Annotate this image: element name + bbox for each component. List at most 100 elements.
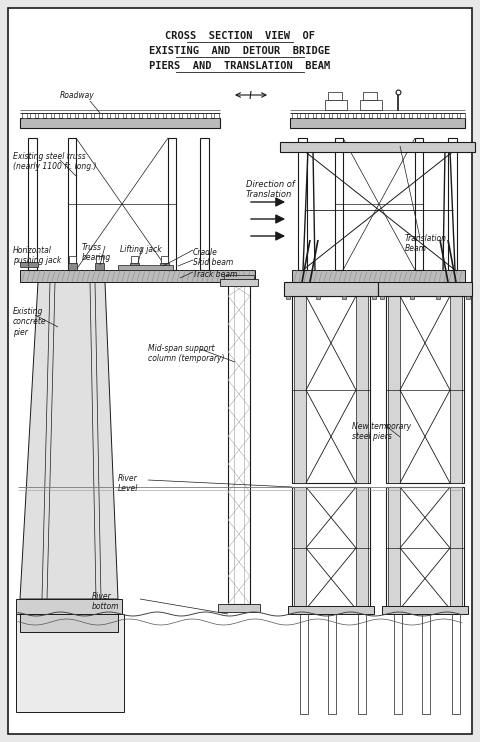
Polygon shape [20, 282, 118, 599]
Bar [228, 282, 250, 604]
Bar [300, 113, 305, 118]
Bar [298, 138, 307, 270]
Bar [452, 614, 460, 714]
Bar [94, 113, 99, 118]
Text: Existing steel truss
(nearly 1100 ft. long.): Existing steel truss (nearly 1100 ft. lo… [13, 152, 96, 171]
Bar [218, 604, 260, 612]
Bar [292, 113, 297, 118]
Text: New temporary
steel piers: New temporary steel piers [352, 422, 411, 441]
Bar [198, 113, 203, 118]
Text: Direction of
Translation: Direction of Translation [246, 180, 295, 200]
Text: PIERS  AND  TRANSLATION  BEAM: PIERS AND TRANSLATION BEAM [149, 61, 331, 71]
Bar [316, 296, 320, 299]
Bar [62, 113, 67, 118]
Text: Roadway: Roadway [60, 91, 95, 100]
Bar [224, 275, 254, 279]
Bar [324, 113, 329, 118]
Bar [356, 487, 368, 609]
Bar [118, 265, 173, 270]
Bar [316, 113, 321, 118]
Bar [360, 100, 382, 110]
Bar [70, 113, 75, 118]
Bar [325, 100, 347, 110]
Bar [382, 606, 468, 614]
Bar [160, 263, 169, 270]
Bar [308, 113, 313, 118]
Bar [396, 113, 401, 118]
Bar [220, 279, 258, 286]
Bar [335, 138, 343, 270]
Bar [332, 113, 337, 118]
Bar [386, 296, 464, 483]
Text: Track beam: Track beam [193, 270, 238, 279]
Text: Translation
Beam: Translation Beam [405, 234, 447, 254]
Bar [328, 92, 342, 100]
Bar [448, 138, 457, 270]
Bar [348, 113, 353, 118]
Text: Skid beam: Skid beam [193, 258, 233, 267]
Bar [30, 113, 35, 118]
Bar [422, 614, 430, 714]
Bar [292, 487, 370, 609]
Bar [96, 256, 103, 263]
Bar [404, 113, 409, 118]
Bar [68, 138, 76, 270]
Bar [372, 296, 376, 299]
Bar [214, 113, 219, 118]
Bar [110, 113, 115, 118]
Bar [38, 113, 43, 118]
Bar [450, 296, 462, 483]
Bar [415, 138, 423, 270]
Text: Lifting jack: Lifting jack [120, 245, 162, 254]
Bar [436, 113, 441, 118]
Bar [356, 296, 368, 483]
Bar [174, 113, 179, 118]
Bar [428, 113, 433, 118]
Bar [290, 118, 465, 128]
Bar [20, 118, 220, 128]
Bar [280, 142, 475, 152]
Bar [166, 113, 171, 118]
Bar [20, 262, 38, 267]
Bar [358, 614, 366, 714]
Text: Horizontal
pushing jack: Horizontal pushing jack [13, 246, 61, 266]
Bar [388, 113, 393, 118]
Bar [412, 113, 417, 118]
Bar [380, 296, 384, 299]
Bar [292, 270, 465, 282]
Bar [363, 92, 377, 100]
Text: CROSS  SECTION  VIEW  OF: CROSS SECTION VIEW OF [165, 31, 315, 41]
Bar [288, 606, 374, 614]
Bar [68, 263, 77, 270]
Bar [95, 263, 104, 270]
Text: Mid-span support
column (temporary): Mid-span support column (temporary) [148, 344, 225, 364]
Bar [372, 113, 377, 118]
Bar [444, 113, 449, 118]
Bar [102, 113, 107, 118]
Bar [78, 113, 83, 118]
Bar [420, 113, 425, 118]
Bar [168, 138, 176, 270]
Bar [54, 113, 59, 118]
Bar [460, 113, 465, 118]
Bar [150, 113, 155, 118]
Bar [86, 113, 91, 118]
Text: EXISTING  AND  DETOUR  BRIDGE: EXISTING AND DETOUR BRIDGE [149, 46, 331, 56]
Bar [378, 282, 472, 296]
Bar [28, 138, 37, 270]
Bar [16, 599, 122, 614]
Bar [190, 113, 195, 118]
Text: Existing
concrete
pier: Existing concrete pier [13, 307, 47, 337]
Bar [158, 113, 163, 118]
Bar [200, 138, 209, 270]
Bar [130, 263, 139, 270]
Bar [294, 296, 306, 483]
Bar [46, 113, 51, 118]
Bar [294, 487, 306, 609]
Text: Truss
bearing: Truss bearing [82, 243, 111, 263]
Bar [388, 296, 400, 483]
Bar [450, 487, 462, 609]
Bar [20, 270, 255, 282]
Bar [206, 113, 211, 118]
Bar [126, 113, 131, 118]
